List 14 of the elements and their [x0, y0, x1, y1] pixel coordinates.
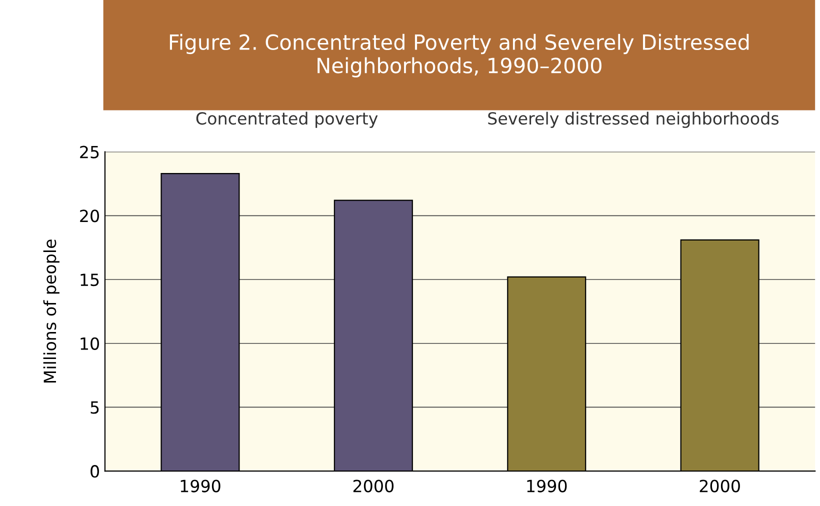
text: Severely distressed neighborhoods	[488, 112, 779, 128]
y-tick-label: 20	[80, 210, 99, 222]
y-tick-label: 0	[90, 465, 99, 478]
y-tick-label: 25	[80, 146, 99, 158]
y-tick-label: 15	[80, 274, 99, 286]
chart-title: Figure 2. Concentrated Poverty and Severely Distressed Neighborhoods, 1990–2000	[170, 34, 749, 78]
x-tick-label: 1990	[180, 480, 220, 492]
text: Concentrated poverty	[196, 112, 378, 128]
y-tick-label: 5	[90, 401, 99, 414]
y-axis-title: Millions of people	[43, 240, 60, 383]
x-tick-label: 2000	[700, 480, 740, 492]
x-tick-label: 2000	[353, 480, 394, 492]
y-tick-label: 10	[80, 337, 99, 350]
x-tick-label: 1990	[527, 480, 567, 492]
